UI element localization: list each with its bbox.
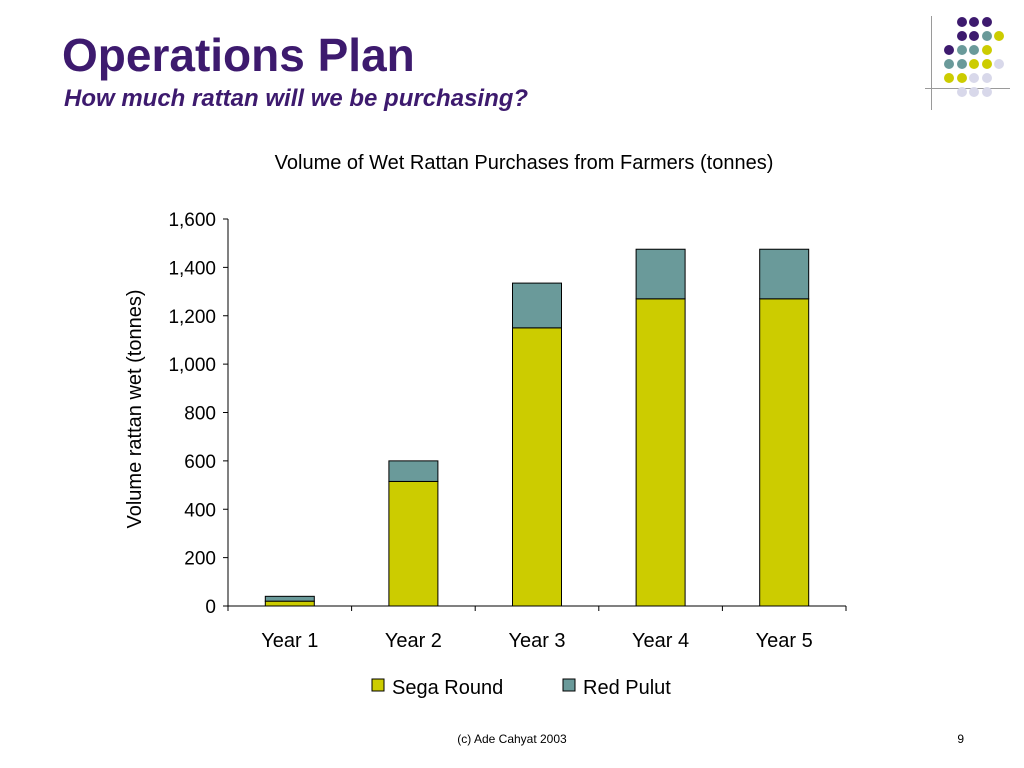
- slide-title: Operations Plan: [62, 29, 415, 81]
- bar-sega-round-year-2: [388, 480, 439, 607]
- decorative-dot: [956, 73, 967, 83]
- x-tick-label: Year 4: [632, 630, 689, 652]
- legend-label-red-pulut: Red Pulut: [583, 677, 671, 699]
- decorative-dot: [944, 45, 954, 55]
- y-tick-label: 1,400: [168, 258, 216, 279]
- y-tick-label: 1,000: [168, 355, 216, 376]
- y-tick-label: 400: [184, 500, 216, 521]
- bar-sega-round-year-5: [759, 298, 810, 607]
- bars-group: [264, 248, 810, 607]
- legend-swatch-red-pulut: [562, 678, 576, 692]
- bar-red-pulut-year-5: [759, 248, 810, 300]
- bar-sega-round-year-3: [512, 327, 562, 607]
- decorative-dot: [981, 73, 992, 83]
- decorative-dot: [981, 45, 992, 55]
- legend-label-sega-round: Sega Round: [392, 677, 503, 699]
- decorative-dot: [944, 73, 954, 83]
- decorative-dot: [956, 87, 967, 97]
- decorative-dot: [969, 73, 979, 83]
- decorative-dot: [994, 59, 1004, 69]
- y-tick-label: 600: [184, 452, 216, 473]
- axes-group: 0 200 400 600 800 1,000 1,200 1,400 1,600 Year 1 Y…: [168, 210, 847, 652]
- x-tick-label: Year 5: [756, 630, 813, 652]
- y-tick-label: 1,600: [168, 210, 216, 231]
- slide-subtitle: How much rattan will we be purchasing?: [64, 85, 529, 112]
- bar-sega-round-year-1: [264, 600, 315, 607]
- bar-red-pulut-year-4: [635, 248, 686, 300]
- y-tick-label: 800: [184, 404, 216, 425]
- y-axis-label: Volume rattan wet (tonnes): [124, 289, 146, 528]
- decorative-dot: [956, 17, 967, 27]
- bar-red-pulut-year-3: [512, 282, 562, 329]
- decorative-dot: [981, 87, 992, 97]
- bar-sega-round-year-4: [635, 298, 686, 607]
- bar-red-pulut-year-1: [264, 595, 315, 602]
- decorative-dot: [981, 17, 992, 27]
- legend: Sega Round Red Pulut: [371, 677, 671, 699]
- y-tick-label: 0: [205, 597, 216, 618]
- page-number: 9: [957, 732, 964, 746]
- y-tick-label: 1,200: [168, 307, 216, 328]
- decorative-dot: [956, 45, 967, 55]
- footer-copyright: (c) Ade Cahyat 2003: [457, 732, 567, 746]
- decorative-dot: [956, 31, 967, 41]
- chart-title: Volume of Wet Rattan Purchases from Farm…: [275, 152, 774, 174]
- y-tick-label: 200: [184, 549, 216, 570]
- decorative-dot: [969, 59, 979, 69]
- legend-swatch-sega-round: [371, 678, 385, 692]
- decorative-dot: [981, 59, 992, 69]
- decorative-dot: [994, 31, 1004, 41]
- decorative-dot: [981, 31, 992, 41]
- decorative-dot: [944, 59, 954, 69]
- decorative-horizontal-rule: [925, 88, 1010, 89]
- decorative-dot: [969, 17, 979, 27]
- decorative-dot: [969, 45, 979, 55]
- decorative-vertical-rule: [931, 16, 932, 110]
- decorative-dot: [956, 59, 967, 69]
- x-tick-label: Year 2: [385, 630, 442, 652]
- x-tick-label: Year 3: [508, 630, 565, 652]
- decorative-dot: [969, 87, 979, 97]
- x-tick-label: Year 1: [261, 630, 318, 652]
- decorative-dot: [969, 31, 979, 41]
- bar-red-pulut-year-2: [388, 460, 439, 482]
